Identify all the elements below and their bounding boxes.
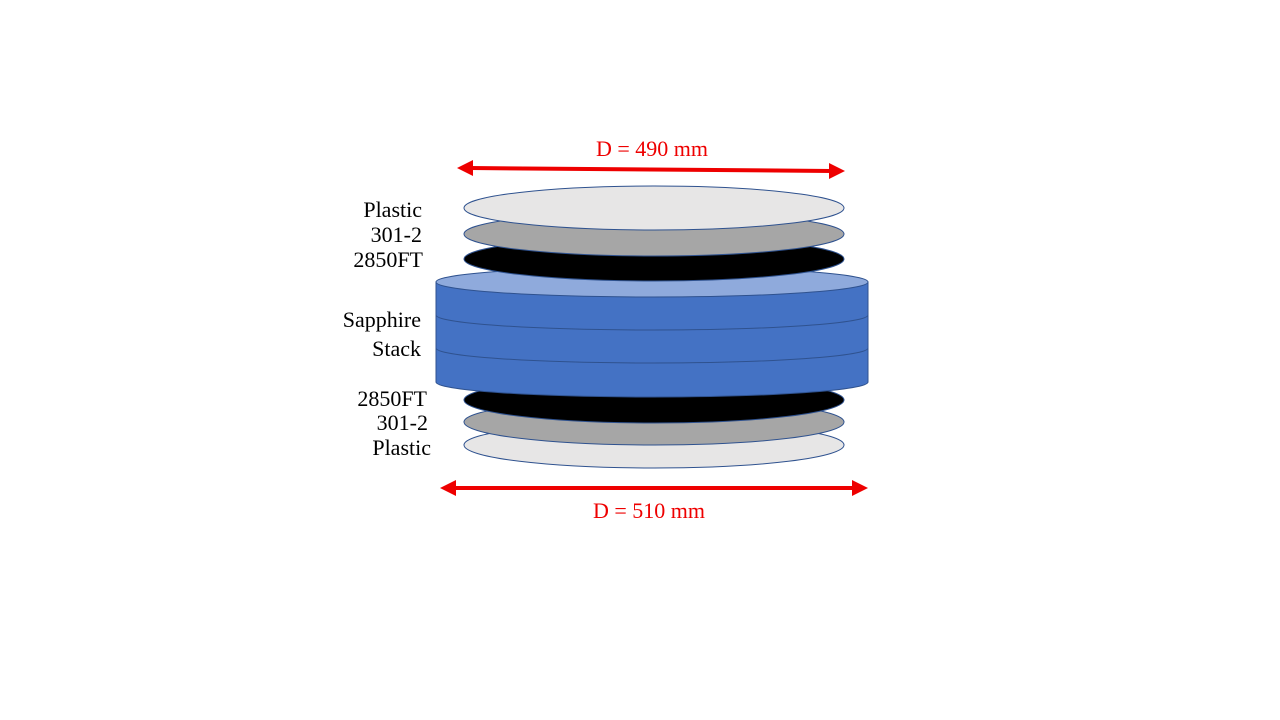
top-dimension-arrow bbox=[457, 160, 845, 179]
sapphire-stack-body bbox=[435, 281, 869, 398]
top-arrow-head-left bbox=[457, 160, 473, 176]
label-bottom-plastic: Plastic bbox=[372, 435, 431, 460]
bottom-arrow-head-right bbox=[852, 480, 868, 496]
label-sapphire-line1: Sapphire bbox=[343, 307, 421, 332]
label-top-301-2: 301-2 bbox=[371, 222, 422, 247]
label-sapphire-line2: Stack bbox=[372, 336, 421, 361]
top-plastic-disc bbox=[463, 185, 845, 231]
label-top-2850ft: 2850FT bbox=[353, 247, 423, 272]
bottom-dimension-arrow bbox=[440, 480, 868, 496]
sapphire-layer-divider-2 bbox=[435, 347, 869, 364]
label-bottom-2850ft: 2850FT bbox=[357, 386, 427, 411]
sapphire-stack-cylinder bbox=[435, 266, 869, 398]
label-bottom-301-2: 301-2 bbox=[377, 410, 428, 435]
sapphire-layer-divider-1 bbox=[435, 314, 869, 331]
top-dimension-label: D = 490 mm bbox=[596, 136, 708, 161]
label-top-plastic: Plastic bbox=[363, 197, 422, 222]
top-arrow-head-right bbox=[829, 163, 845, 179]
top-arrow-line bbox=[469, 166, 833, 173]
bottom-arrow-head-left bbox=[440, 480, 456, 496]
bottom-dimension-label: D = 510 mm bbox=[593, 498, 705, 523]
